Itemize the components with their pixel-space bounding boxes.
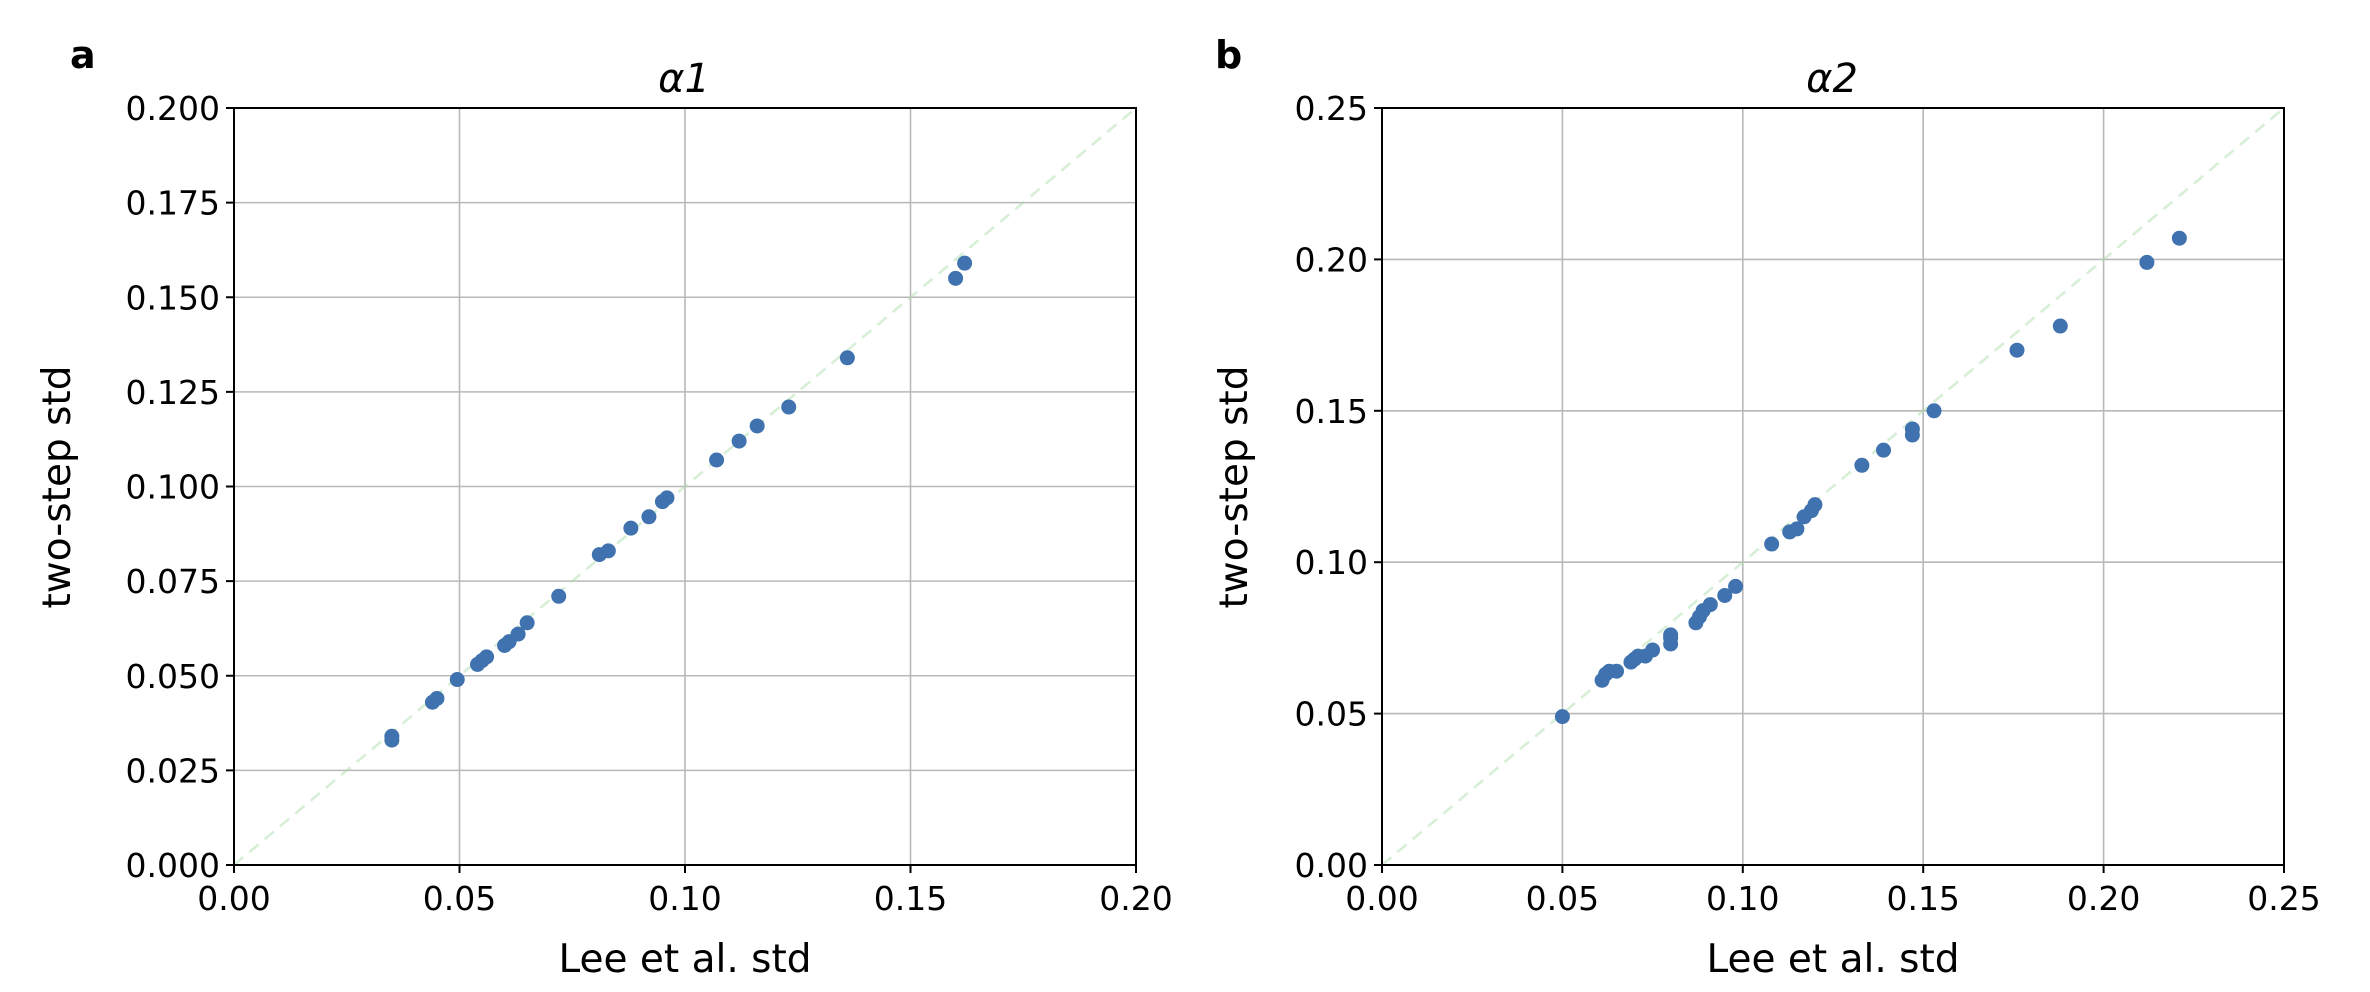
x-tick-label: 0.25	[2247, 879, 2320, 918]
x-tick-label: 0.20	[1099, 879, 1172, 918]
scatter-points	[384, 255, 973, 748]
y-tick-label: 0.10	[1295, 543, 1368, 582]
x-tick-label: 0.00	[197, 879, 270, 918]
data-point	[479, 649, 495, 665]
y-tick-label: 0.15	[1295, 392, 1368, 431]
data-point	[600, 543, 616, 559]
panel-a: a α1 0.00 0.05 0.10 0.15 0.20 0.000 0.025 0.05…	[35, 33, 1173, 982]
y-axis-ticks: 0.000 0.025 0.050 0.075 0.100 0.125 0.150 0.175…	[126, 89, 234, 885]
y-axis-label: two-step std	[35, 366, 80, 609]
data-point	[1645, 642, 1661, 658]
data-point	[948, 270, 964, 286]
data-point	[731, 433, 747, 449]
y-tick-label: 0.05	[1295, 695, 1368, 734]
x-tick-label: 0.05	[1526, 879, 1599, 918]
data-point	[1876, 442, 1892, 458]
y-axis-label: two-step std	[1212, 366, 1257, 609]
x-tick-label: 0.05	[423, 879, 496, 918]
y-tick-label: 0.025	[126, 751, 220, 790]
data-point	[519, 615, 535, 631]
x-tick-label: 0.00	[1345, 879, 1418, 918]
data-point	[2009, 342, 2025, 358]
data-point	[2139, 254, 2155, 270]
data-point	[1926, 403, 1942, 419]
data-point	[1854, 457, 1870, 473]
data-point	[384, 728, 400, 744]
data-point	[749, 418, 765, 434]
data-point	[1554, 709, 1570, 725]
reference-line	[1381, 107, 2285, 866]
scatter-points	[1554, 230, 2187, 725]
y-tick-label: 0.000	[126, 846, 220, 885]
y-tick-label: 0.100	[126, 468, 220, 507]
data-point	[641, 509, 657, 525]
data-point	[1789, 521, 1805, 537]
x-tick-label: 0.10	[1706, 879, 1779, 918]
y-tick-label: 0.200	[126, 89, 220, 128]
x-tick-label: 0.15	[1886, 879, 1959, 918]
data-point	[510, 626, 526, 642]
x-tick-label: 0.20	[2067, 879, 2140, 918]
data-point	[1663, 627, 1679, 643]
y-tick-label: 0.125	[126, 373, 220, 412]
y-tick-label: 0.175	[126, 184, 220, 223]
data-point	[2171, 230, 2187, 246]
x-axis-ticks: 0.00 0.05 0.10 0.15 0.20	[197, 865, 1173, 918]
data-point	[1764, 536, 1780, 552]
chart-title: α1	[658, 56, 710, 102]
y-tick-label: 0.25	[1295, 89, 1368, 128]
data-point	[551, 588, 567, 604]
data-point	[1609, 663, 1625, 679]
x-axis-ticks: 0.00 0.05 0.10 0.15 0.20 0.25	[1345, 865, 2321, 918]
panel-b: b α2 0.00 0.05 0.10 0.15 0.20 0.25 0.000.050.…	[1212, 33, 2321, 982]
y-tick-label: 0.150	[126, 278, 220, 317]
panel-label: b	[1215, 33, 1242, 77]
y-tick-label: 0.00	[1295, 846, 1368, 885]
chart-title: α2	[1806, 56, 1858, 102]
x-tick-label: 0.10	[648, 879, 721, 918]
data-point	[1728, 578, 1744, 594]
data-point	[957, 255, 973, 271]
y-tick-label: 0.050	[126, 657, 220, 696]
x-tick-label: 0.15	[874, 879, 947, 918]
reference-line-group	[1381, 107, 2285, 866]
y-tick-label: 0.20	[1295, 240, 1368, 279]
data-point	[781, 399, 797, 415]
data-point	[623, 520, 639, 536]
data-point	[429, 690, 445, 706]
data-point	[449, 672, 465, 688]
x-axis-label: Lee et al. std	[1706, 937, 1959, 982]
x-axis-label: Lee et al. std	[558, 937, 811, 982]
y-tick-label: 0.075	[126, 562, 220, 601]
panel-label: a	[70, 33, 96, 77]
data-point	[1904, 421, 1920, 437]
reference-line	[233, 107, 1137, 866]
plot-frame	[1381, 107, 2285, 866]
data-point	[659, 490, 675, 506]
data-point	[839, 350, 855, 366]
reference-line-group	[233, 107, 1137, 866]
data-point	[1807, 497, 1823, 513]
data-point	[1702, 597, 1718, 613]
data-point	[2052, 318, 2068, 334]
data-point	[1717, 588, 1733, 604]
data-point	[709, 452, 725, 468]
y-axis-ticks: 0.00 0.05 0.10 0.15 0.20 0.25	[1295, 89, 1382, 885]
